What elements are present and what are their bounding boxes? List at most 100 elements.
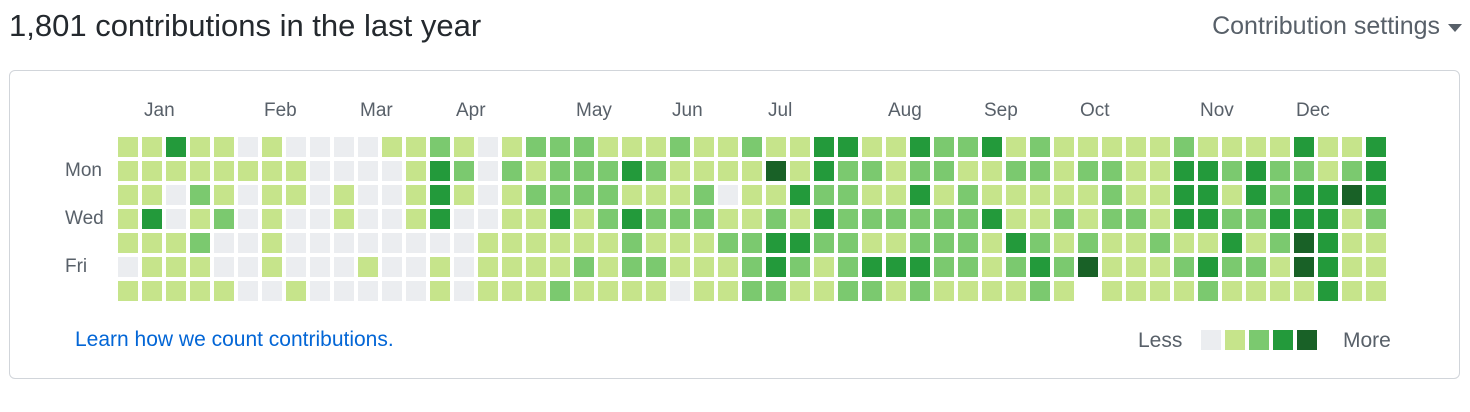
day-cell[interactable]	[646, 137, 666, 157]
day-cell[interactable]	[742, 137, 762, 157]
day-cell[interactable]	[1318, 137, 1338, 157]
day-cell[interactable]	[1006, 257, 1026, 277]
day-cell[interactable]	[622, 209, 642, 229]
day-cell[interactable]	[790, 233, 810, 253]
day-cell[interactable]	[310, 185, 330, 205]
day-cell[interactable]	[1102, 233, 1122, 253]
day-cell[interactable]	[862, 185, 882, 205]
day-cell[interactable]	[1030, 137, 1050, 157]
day-cell[interactable]	[934, 281, 954, 301]
day-cell[interactable]	[1366, 137, 1386, 157]
day-cell[interactable]	[574, 209, 594, 229]
day-cell[interactable]	[910, 281, 930, 301]
day-cell[interactable]	[214, 233, 234, 253]
day-cell[interactable]	[958, 257, 978, 277]
day-cell[interactable]	[574, 233, 594, 253]
day-cell[interactable]	[334, 281, 354, 301]
day-cell[interactable]	[214, 209, 234, 229]
day-cell[interactable]	[910, 161, 930, 181]
day-cell[interactable]	[862, 281, 882, 301]
day-cell[interactable]	[238, 137, 258, 157]
day-cell[interactable]	[502, 185, 522, 205]
day-cell[interactable]	[886, 209, 906, 229]
day-cell[interactable]	[1150, 161, 1170, 181]
day-cell[interactable]	[766, 137, 786, 157]
day-cell[interactable]	[1222, 161, 1242, 181]
day-cell[interactable]	[1078, 281, 1098, 301]
day-cell[interactable]	[646, 281, 666, 301]
day-cell[interactable]	[190, 233, 210, 253]
day-cell[interactable]	[526, 233, 546, 253]
day-cell[interactable]	[142, 161, 162, 181]
day-cell[interactable]	[478, 281, 498, 301]
day-cell[interactable]	[598, 209, 618, 229]
day-cell[interactable]	[1030, 233, 1050, 253]
day-cell[interactable]	[574, 257, 594, 277]
day-cell[interactable]	[1342, 257, 1362, 277]
day-cell[interactable]	[190, 185, 210, 205]
day-cell[interactable]	[526, 137, 546, 157]
day-cell[interactable]	[358, 137, 378, 157]
day-cell[interactable]	[934, 137, 954, 157]
day-cell[interactable]	[790, 281, 810, 301]
day-cell[interactable]	[1078, 161, 1098, 181]
day-cell[interactable]	[670, 209, 690, 229]
day-cell[interactable]	[382, 137, 402, 157]
day-cell[interactable]	[1366, 209, 1386, 229]
day-cell[interactable]	[766, 257, 786, 277]
day-cell[interactable]	[310, 233, 330, 253]
day-cell[interactable]	[622, 185, 642, 205]
day-cell[interactable]	[550, 137, 570, 157]
day-cell[interactable]	[1102, 209, 1122, 229]
day-cell[interactable]	[1030, 185, 1050, 205]
day-cell[interactable]	[1342, 185, 1362, 205]
day-cell[interactable]	[1054, 281, 1074, 301]
day-cell[interactable]	[814, 137, 834, 157]
day-cell[interactable]	[982, 233, 1002, 253]
day-cell[interactable]	[358, 185, 378, 205]
day-cell[interactable]	[1246, 185, 1266, 205]
day-cell[interactable]	[286, 137, 306, 157]
day-cell[interactable]	[550, 281, 570, 301]
day-cell[interactable]	[1294, 233, 1314, 253]
day-cell[interactable]	[190, 281, 210, 301]
day-cell[interactable]	[118, 257, 138, 277]
day-cell[interactable]	[238, 161, 258, 181]
day-cell[interactable]	[118, 185, 138, 205]
day-cell[interactable]	[526, 209, 546, 229]
day-cell[interactable]	[190, 161, 210, 181]
day-cell[interactable]	[262, 161, 282, 181]
day-cell[interactable]	[1078, 137, 1098, 157]
day-cell[interactable]	[286, 209, 306, 229]
day-cell[interactable]	[142, 281, 162, 301]
day-cell[interactable]	[1174, 281, 1194, 301]
day-cell[interactable]	[1006, 209, 1026, 229]
day-cell[interactable]	[334, 233, 354, 253]
day-cell[interactable]	[1270, 233, 1290, 253]
day-cell[interactable]	[118, 233, 138, 253]
day-cell[interactable]	[694, 281, 714, 301]
day-cell[interactable]	[334, 185, 354, 205]
day-cell[interactable]	[238, 281, 258, 301]
day-cell[interactable]	[982, 137, 1002, 157]
day-cell[interactable]	[214, 185, 234, 205]
day-cell[interactable]	[478, 137, 498, 157]
day-cell[interactable]	[310, 209, 330, 229]
day-cell[interactable]	[886, 233, 906, 253]
day-cell[interactable]	[670, 257, 690, 277]
day-cell[interactable]	[358, 257, 378, 277]
day-cell[interactable]	[1270, 281, 1290, 301]
day-cell[interactable]	[166, 281, 186, 301]
day-cell[interactable]	[934, 185, 954, 205]
day-cell[interactable]	[790, 137, 810, 157]
day-cell[interactable]	[1318, 209, 1338, 229]
day-cell[interactable]	[1198, 185, 1218, 205]
day-cell[interactable]	[1270, 161, 1290, 181]
day-cell[interactable]	[310, 137, 330, 157]
day-cell[interactable]	[814, 161, 834, 181]
day-cell[interactable]	[1006, 137, 1026, 157]
day-cell[interactable]	[742, 257, 762, 277]
day-cell[interactable]	[238, 257, 258, 277]
day-cell[interactable]	[310, 281, 330, 301]
day-cell[interactable]	[1222, 257, 1242, 277]
